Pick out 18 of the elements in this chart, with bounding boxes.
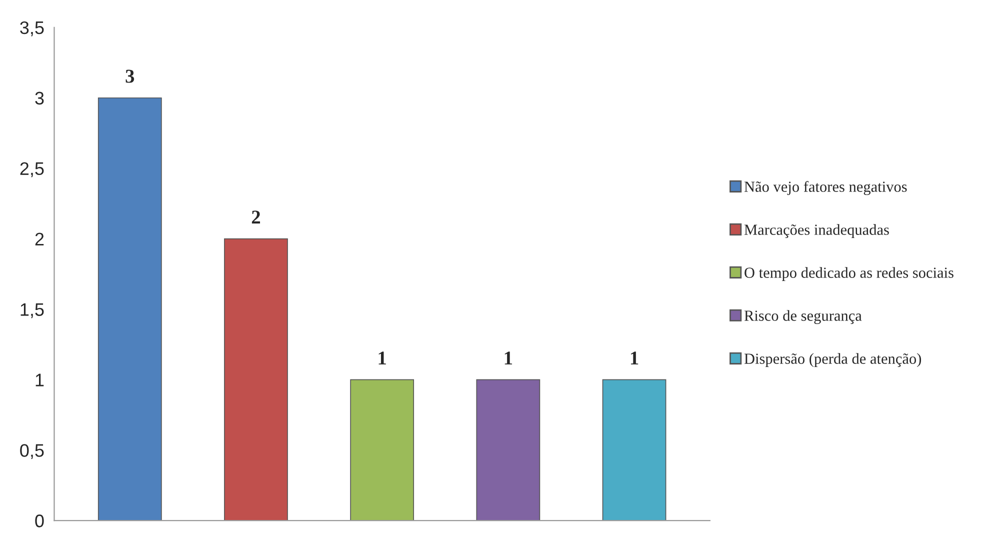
y-tick-label: 1,5	[20, 303, 44, 318]
y-tick-label: 3,5	[20, 21, 44, 36]
legend-label: Marcações inadequadas	[744, 224, 889, 238]
y-tick-label: 2,5	[20, 162, 44, 178]
legend-label: Risco de segurança	[744, 310, 862, 324]
data-label: 1	[630, 352, 638, 364]
y-tick-label: 0,5	[20, 444, 44, 459]
data-label: 1	[378, 352, 386, 364]
y-tick-label: 1	[36, 374, 44, 386]
y-tick-label: 2	[35, 232, 44, 246]
data-label: 3	[126, 70, 134, 83]
y-tick-label: 3	[35, 92, 44, 105]
y-tick-label: 0	[35, 514, 44, 528]
legend-label: Dispersão (perda de atenção)	[744, 353, 922, 367]
legend-label: Não vejo fatores negativos	[744, 181, 907, 196]
data-label: 1	[504, 352, 512, 364]
legend-label: O tempo dedicado as redes sociais	[744, 267, 954, 282]
data-label: 2	[252, 210, 260, 224]
